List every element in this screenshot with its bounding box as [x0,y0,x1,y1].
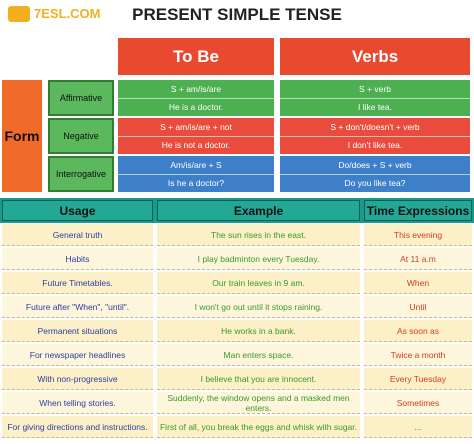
cell-text: Am/is/are + S [118,156,274,175]
table-cell: I believe that you are innocent. [157,368,360,390]
form-cell: Am/is/are + S Is he a doctor? [118,156,274,192]
table-cell: General truth [2,224,153,246]
cell-text: He is not a doctor. [161,140,231,151]
cell-text: S + verb [280,80,470,99]
form-cell: S + verb I like tea. [280,80,470,116]
cell-text: He is a doctor. [168,102,224,113]
table-cell: Future after "When", "until". [2,296,153,318]
table-cell: Suddenly, the window opens and a masked … [157,392,360,414]
table-cell: I won't go out until it stops raining. [157,296,360,318]
table-cell: Until [364,296,472,318]
table-cell: When [364,272,472,294]
table-cell: Twice a month [364,344,472,366]
table-cell: ... [364,416,472,438]
form-cell: S + am/is/are + not He is not a doctor. [118,118,274,154]
table-cell: Sometimes [364,392,472,414]
table-cell: For newspaper headlines [2,344,153,366]
cell-text: Do you like tea? [344,178,406,189]
table-header: Usage [2,200,153,221]
cell-text: S + am/is/are + not [118,118,274,137]
cell-text: Is he a doctor? [167,178,225,189]
cell-text: I don't like tea. [347,140,403,151]
table-cell: As soon as [364,320,472,342]
table-cell: I play badminton every Tuesday. [157,248,360,270]
table-cell: Man enters space. [157,344,360,366]
row-label: Interrogative [48,156,114,192]
table-cell: First of all, you break the eggs and whi… [157,416,360,438]
cell-text: S + am/is/are [118,80,274,99]
form-cell: Do/does + S + verb Do you like tea? [280,156,470,192]
cell-text: Do/does + S + verb [280,156,470,175]
title: PRESENT SIMPLE TENSE [132,5,342,24]
column-header: To Be [118,38,274,75]
form-cell: S + don't/doesn't + verb I don't like tea… [280,118,470,154]
logo: 7ESL.COM [34,6,101,21]
table-cell: He works in a bank. [157,320,360,342]
column-header: Verbs [280,38,470,75]
table-cell: With non-progressive [2,368,153,390]
cell-text: I like tea. [357,102,393,113]
logo-icon [8,6,30,22]
form-label: Form [2,80,42,192]
table-cell: Our train leaves in 9 am. [157,272,360,294]
table-header: Example [157,200,360,221]
table-cell: The sun rises in the east. [157,224,360,246]
table-cell: Permanent situations [2,320,153,342]
cell-text: S + don't/doesn't + verb [280,118,470,137]
table-cell: Habits [2,248,153,270]
table-cell: When telling stories. [2,392,153,414]
table-cell: Future Timetables. [2,272,153,294]
table-cell: Every Tuesday [364,368,472,390]
table-cell: For giving directions and instructions. [2,416,153,438]
table-header: Time Expressions [364,200,472,221]
row-label: Negative [48,118,114,154]
row-label: Affirmative [48,80,114,116]
table-cell: This evening [364,224,472,246]
form-cell: S + am/is/are He is a doctor. [118,80,274,116]
table-cell: At 11 a.m [364,248,472,270]
